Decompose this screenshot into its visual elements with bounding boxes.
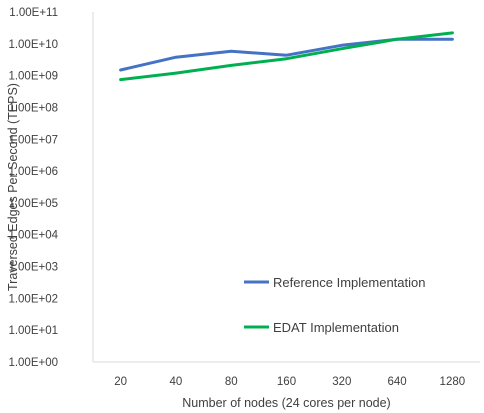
x-tick-label: 80: [225, 376, 238, 388]
y-tick-label: 1.00E+08: [8, 102, 58, 114]
series-line: [119, 31, 454, 82]
x-axis-ticks: 20 40 80 160 320 640 1280: [114, 376, 465, 388]
y-tick-label: 1.00E+01: [8, 325, 58, 337]
y-tick-label: 1.00E+04: [8, 230, 58, 242]
y-tick-label: 1.00E+06: [8, 166, 58, 178]
series-line: [119, 37, 454, 72]
x-tick-label: 20: [114, 376, 127, 388]
legend: Reference Implementation EDAT Implementat…: [244, 275, 425, 335]
x-tick-label: 1280: [440, 376, 466, 388]
y-tick-label: 1.00E+02: [8, 293, 58, 305]
x-tick-label: 320: [332, 376, 351, 388]
y-axis-ticks: 1.00E+00 1.00E+01 1.00E+02 1.00E+03 1.00E+04…: [8, 7, 58, 369]
series-lines: [119, 31, 454, 82]
y-tick-label: 1.00E+05: [8, 198, 58, 210]
y-tick-label: 1.00E+10: [8, 39, 58, 51]
y-tick-label: 1.00E+07: [8, 134, 58, 146]
x-tick-label: 40: [170, 376, 183, 388]
y-axis-title: Traversed Edges Per Second (TEPS): [6, 83, 20, 291]
y-tick-label: 1.00E+09: [8, 71, 58, 83]
x-axis-title: Number of nodes (24 cores per node): [182, 396, 390, 410]
y-tick-label: 1.00E+11: [9, 7, 58, 19]
y-tick-label: 1.00E+00: [8, 357, 58, 369]
x-tick-label: 640: [387, 376, 406, 388]
legend-label: EDAT Implementation: [273, 320, 399, 335]
legend-label: Reference Implementation: [273, 275, 425, 290]
y-tick-label: 1.00E+03: [8, 262, 58, 274]
x-tick-label: 160: [277, 376, 296, 388]
